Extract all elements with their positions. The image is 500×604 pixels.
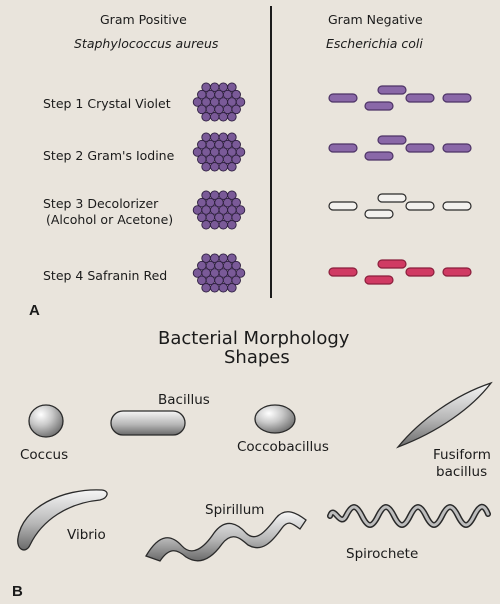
coccus-cell [235, 147, 246, 157]
bacillus-label: Bacillus [158, 392, 210, 408]
column-divider [270, 6, 272, 298]
panel-b-letter: B [12, 583, 23, 600]
coccus-cell [231, 212, 241, 223]
rod-cell [442, 201, 472, 211]
rod-cell [405, 267, 435, 277]
coccus-cell [235, 205, 246, 215]
fusiform-label-line1: Fusiform [433, 447, 491, 463]
rod-cell [364, 209, 394, 219]
coccus-cell [218, 162, 229, 172]
spirochete-label: Spirochete [346, 546, 419, 562]
spirillum-shape [145, 511, 307, 562]
coccus-cell [201, 112, 211, 122]
rod-cell [442, 267, 472, 277]
coccus-cell [235, 268, 246, 278]
coccus-cell [218, 112, 229, 122]
rod-cell [442, 143, 472, 153]
spirillum-label: Spirillum [205, 502, 265, 518]
coccus-cell [201, 283, 211, 293]
coccus-cell [209, 220, 220, 230]
coccus-cell [235, 97, 246, 107]
coccus-cell [227, 253, 237, 263]
rod-cell [377, 259, 407, 269]
coccus-cell [227, 132, 237, 142]
coccus-cell [231, 89, 241, 100]
coccus-cell [231, 139, 241, 150]
rods-step-1 [328, 85, 472, 111]
step-3-label: Step 3 Decolorizer [43, 196, 159, 211]
coccus-cell [209, 112, 220, 122]
coccus-cell [209, 162, 220, 172]
coccus-cell [227, 162, 237, 172]
step-4-label: Step 4 Safranin Red [43, 268, 168, 283]
cocci-cluster-step-1 [192, 82, 246, 122]
rod-cell [442, 93, 472, 103]
gram-positive-species: Staphylococcus aureus [74, 36, 219, 51]
coccus-cell [227, 112, 237, 122]
fusiform-label-line2: bacillus [436, 464, 488, 480]
rods-step-3 [328, 193, 472, 219]
coccus-cell [227, 190, 237, 200]
rod-cell [405, 93, 435, 103]
coccus-cell [227, 82, 237, 92]
vibrio-label: Vibrio [67, 527, 106, 543]
coccus-cell [227, 220, 237, 230]
coccus-cell [201, 162, 211, 172]
rod-cell [328, 201, 358, 211]
cocci-cluster-step-3 [192, 190, 246, 230]
coccus-cell [227, 283, 237, 293]
step-1-label: Step 1 Crystal Violet [43, 96, 171, 111]
coccus-cell [201, 220, 211, 230]
coccus-cell [209, 283, 220, 293]
rod-cell [328, 143, 358, 153]
coccus-cell [231, 154, 241, 165]
step-3-label-sub: (Alcohol or Acetone) [46, 212, 174, 227]
gram-negative-species: Escherichia coli [326, 36, 423, 51]
step-2-label: Step 2 Gram's Iodine [43, 148, 175, 163]
rod-cell [377, 193, 407, 203]
coccus-label: Coccus [20, 447, 69, 463]
rods-step-2 [328, 135, 472, 161]
rod-cell [364, 275, 394, 285]
panel-a-letter: A [29, 302, 40, 319]
coccobacillus-label: Coccobacillus [237, 439, 329, 455]
rod-cell [377, 135, 407, 145]
rod-cell [377, 85, 407, 95]
bacillus-shape [110, 410, 186, 436]
rods-step-4 [328, 259, 472, 285]
rod-cell [405, 201, 435, 211]
fusiform-bacillus-shape [395, 381, 493, 449]
coccus-cell [231, 275, 241, 286]
morphology-title-line2: Shapes [224, 347, 290, 368]
gram-negative-title: Gram Negative [328, 12, 423, 27]
vibrio-shape [17, 489, 108, 551]
rod-cell [328, 267, 358, 277]
gram-positive-title: Gram Positive [100, 12, 187, 27]
coccus-cell [218, 283, 229, 293]
rod-cell [364, 151, 394, 161]
rod-cell [328, 93, 358, 103]
morphology-title-line1: Bacterial Morphology [158, 328, 350, 349]
coccus-cell [231, 260, 241, 271]
coccus-cell [231, 197, 241, 208]
cocci-cluster-step-2 [192, 132, 246, 172]
coccus-cell [231, 104, 241, 115]
cocci-cluster-step-4 [192, 253, 246, 293]
coccus-cell [218, 220, 229, 230]
rod-cell [405, 143, 435, 153]
rod-cell [364, 101, 394, 111]
coccus-shape [28, 404, 64, 438]
coccobacillus-shape [254, 404, 296, 434]
